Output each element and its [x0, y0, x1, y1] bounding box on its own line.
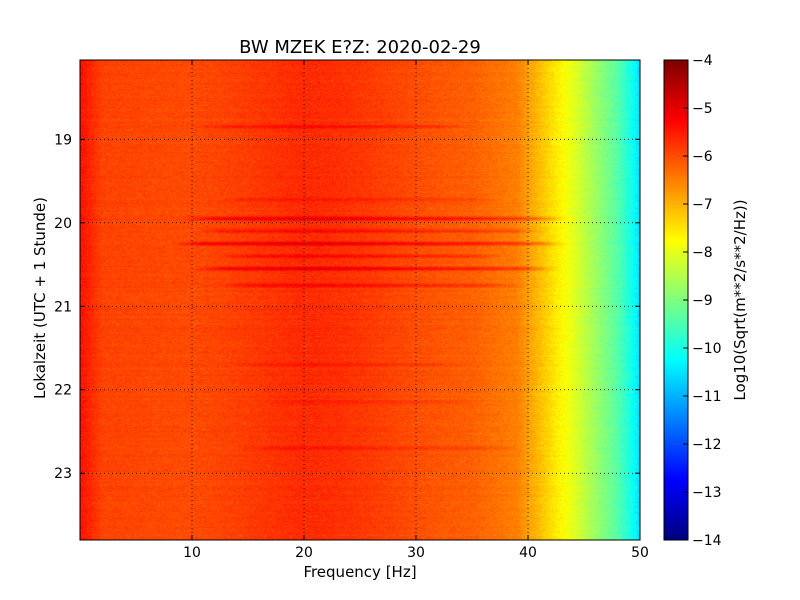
colorbar-tick-label: −8: [692, 245, 713, 261]
colorbar-tick-label: −11: [692, 389, 722, 405]
x-tick-label: 20: [295, 545, 313, 561]
colorbar-tick-label: −10: [692, 341, 722, 357]
colorbar-tick-label: −6: [692, 149, 713, 165]
colorbar-ticks: −4 −5 −6 −7 −8 −9 −10 −11 −12 −13 −14: [683, 53, 722, 549]
chart-title: BW MZEK E?Z: 2020-02-29: [239, 37, 481, 58]
y-tick-label: 20: [54, 216, 72, 232]
plot-area: 10 20 30 40 50 19 20 21 22 23: [54, 59, 649, 561]
colorbar-tick-label: −13: [692, 485, 722, 501]
x-axis-label: Frequency [Hz]: [303, 563, 416, 581]
y-axis: 19 20 21 22 23: [54, 132, 640, 482]
y-tick-label: 19: [54, 132, 72, 148]
colorbar-tick-label: −14: [692, 533, 722, 549]
plot-frame: [79, 59, 641, 541]
x-tick-label: 50: [631, 545, 649, 561]
colorbar-label: Log10(Sqrt(m**2/s**2/Hz)): [731, 199, 749, 400]
y-tick-label: 22: [54, 383, 72, 399]
colorbar-tick-label: −12: [692, 437, 722, 453]
colorbar-tick-label: −9: [692, 293, 713, 309]
x-tick-label: 40: [519, 545, 537, 561]
colorbar-tick-label: −4: [692, 53, 713, 69]
x-axis: 10 20 30 40 50: [183, 60, 649, 561]
colorbar-tick-label: −7: [692, 197, 713, 213]
grid-lines: [80, 60, 640, 540]
y-tick-label: 21: [54, 299, 72, 315]
spectrogram-heatmap: [80, 60, 640, 540]
y-axis-label: Lokalzeit (UTC + 1 Stunde): [31, 197, 49, 399]
colorbar: −4 −5 −6 −7 −8 −9 −10 −11 −12 −13 −14: [663, 53, 722, 549]
x-tick-label: 30: [407, 545, 425, 561]
y-tick-label: 23: [54, 466, 72, 482]
x-tick-label: 10: [183, 545, 201, 561]
colorbar-tick-label: −5: [692, 101, 713, 117]
